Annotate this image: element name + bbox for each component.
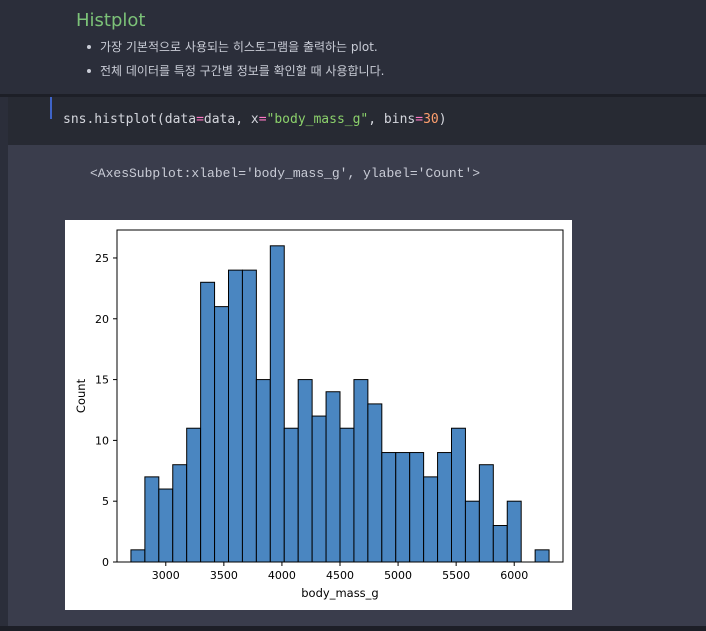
histogram-bar — [144, 476, 160, 563]
histogram-bar — [395, 452, 411, 563]
histogram-bar — [269, 245, 285, 563]
histogram-bar — [506, 500, 522, 563]
histogram-bar — [158, 488, 174, 563]
code-prefix: sns.histplot(data — [63, 112, 197, 127]
y-tick-label: 5 — [102, 495, 109, 508]
code-number: 30 — [423, 112, 439, 127]
histogram-bar — [283, 427, 299, 563]
code-operator: = — [415, 112, 424, 127]
histogram-bar — [423, 476, 439, 563]
y-tick-label: 10 — [95, 434, 109, 447]
histogram-bar — [130, 549, 146, 563]
y-tick-label: 15 — [95, 374, 109, 387]
histogram-bar — [492, 525, 508, 563]
markdown-title: Histplot — [76, 10, 146, 31]
markdown-bullet-list: 가장 기본적으로 사용되는 히스토그램을 출력하는 plot. 전체 데이터를 … — [84, 37, 384, 85]
histogram-bar — [339, 427, 355, 563]
x-tick-label: 5000 — [384, 569, 412, 582]
code-operator: = — [258, 112, 267, 127]
output-repr: <AxesSubplot:xlabel='body_mass_g', ylabe… — [90, 166, 481, 181]
y-tick-label: 0 — [102, 556, 109, 569]
code-line[interactable]: sns.histplot(data=data, x="body_mass_g",… — [63, 112, 447, 127]
histogram-bar — [255, 379, 271, 563]
histogram-bar — [311, 415, 327, 563]
code-operator: = — [196, 112, 204, 127]
active-cell-marker — [50, 97, 52, 119]
histogram-bar — [228, 269, 243, 563]
x-tick-label: 3000 — [152, 569, 180, 582]
markdown-cell[interactable]: Histplot 가장 기본적으로 사용되는 히스토그램을 출력하는 plot.… — [8, 0, 706, 94]
histogram-bar — [381, 452, 397, 563]
y-axis-label: Count — [74, 378, 88, 413]
histogram-bar — [353, 379, 369, 563]
code-mid: data, x — [203, 112, 259, 127]
histogram-chart: 3000 3500 4000 4500 5000 5500 6000 0 5 10 15 20 25 bo… — [74, 229, 564, 600]
x-axis-label: body_mass_g — [301, 586, 378, 600]
histogram-bar — [325, 391, 341, 563]
histogram-figure: 3000 3500 4000 4500 5000 5500 6000 0 5 10 15 20 25 bo… — [65, 220, 572, 610]
histogram-bar — [367, 403, 383, 563]
x-tick-label: 4000 — [268, 569, 296, 582]
x-tick-label: 5500 — [442, 569, 470, 582]
histogram-bar — [241, 269, 257, 563]
histogram-bar — [297, 379, 313, 563]
histogram-bar — [478, 464, 494, 563]
code-mid: , bins — [368, 112, 416, 127]
code-cell[interactable]: sns.histplot(data=data, x="body_mass_g",… — [8, 97, 706, 145]
y-tick-label: 20 — [95, 313, 109, 326]
x-tick-label: 6000 — [500, 569, 528, 582]
histogram-bar — [451, 427, 466, 563]
y-tick-label: 25 — [95, 252, 109, 265]
x-tick-label: 3500 — [210, 569, 238, 582]
markdown-bullet-1: 가장 기본적으로 사용되는 히스토그램을 출력하는 plot. — [84, 37, 384, 61]
histogram-bar — [464, 500, 480, 563]
histogram-bar — [534, 549, 550, 563]
x-tick-label: 4500 — [326, 569, 354, 582]
histogram-bar — [437, 452, 452, 563]
bottom-border — [0, 626, 706, 631]
histogram-bar — [186, 427, 202, 563]
histogram-bar — [200, 281, 216, 563]
cell-separator — [0, 94, 706, 97]
histogram-bar — [214, 306, 229, 563]
code-string: "body_mass_g" — [266, 112, 369, 127]
output-cell: <AxesSubplot:xlabel='body_mass_g', ylabe… — [8, 145, 706, 626]
code-suffix: ) — [438, 112, 447, 127]
histogram-bar — [409, 452, 425, 563]
markdown-bullet-2: 전체 데이터를 특정 구간별 정보를 확인할 때 사용합니다. — [84, 61, 384, 85]
histogram-bar — [172, 464, 188, 563]
